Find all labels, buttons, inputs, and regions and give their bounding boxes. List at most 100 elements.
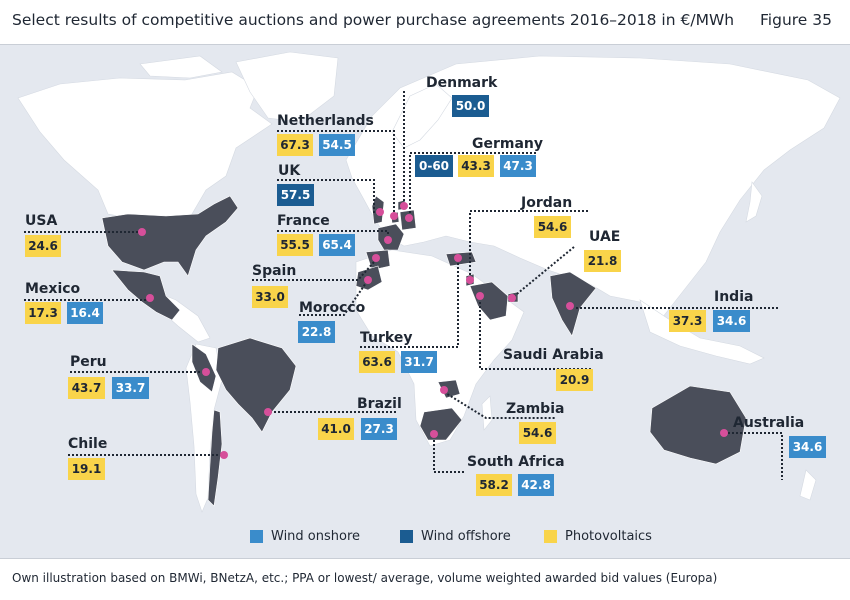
label-uk: UK (278, 163, 301, 179)
figure-title: Select results of competitive auctions a… (12, 11, 735, 29)
badge-netherlands-onshore: 54.5 (319, 134, 355, 156)
country-shape-saudi-arabia (469, 281, 509, 321)
leader-south-africa (433, 436, 466, 473)
label-zambia: Zambia (506, 401, 565, 417)
country-shape-brazil (215, 337, 297, 433)
land-masses (17, 51, 841, 513)
badge-peru-pv: 43.7 (68, 377, 105, 399)
marker-zambia (440, 386, 448, 394)
marker-brazil (264, 408, 272, 416)
location-markers (138, 202, 728, 459)
badge-jordan-pv: 54.6 (534, 216, 571, 238)
badge-spain-pv: 33.0 (252, 286, 288, 308)
badge-germany-offshore: 0-60 (415, 155, 453, 177)
figure-footer: Own illustration based on BMWi, BNetzA, … (0, 558, 850, 600)
leader-zambia (443, 391, 556, 419)
badge-mexico-onshore: 16.4 (67, 302, 103, 324)
label-australia: Australia (733, 415, 805, 431)
badge-india-onshore: 34.6 (713, 310, 750, 332)
marker-jordan (466, 276, 474, 284)
badge-south-africa-onshore: 42.8 (518, 474, 554, 496)
badge-morocco-onshore: 22.8 (298, 321, 335, 343)
label-denmark: Denmark (426, 75, 498, 91)
country-shape-chile (207, 409, 223, 507)
label-chile: Chile (68, 436, 108, 452)
label-turkey: Turkey (360, 330, 413, 346)
marker-india (566, 302, 574, 310)
badge-denmark-offshore: 50.0 (452, 95, 489, 117)
figure-number: Figure 35 (760, 11, 832, 29)
marker-france (384, 236, 392, 244)
legend-label-wind-offshore: Wind offshore (421, 529, 511, 544)
label-peru: Peru (70, 354, 107, 370)
badge-turkey-pv: 63.6 (359, 351, 395, 373)
label-spain: Spain (252, 263, 297, 279)
label-uae: UAE (589, 229, 621, 245)
leader-germany (409, 152, 536, 218)
label-saudi-arabia: Saudi Arabia (503, 347, 604, 363)
badge-south-africa-pv: 58.2 (476, 474, 512, 496)
land-canada-islands (139, 55, 223, 79)
land-madagascar (481, 395, 493, 431)
land-new-zealand (799, 469, 817, 501)
legend-swatch-wind-offshore (400, 530, 413, 543)
label-france: France (277, 213, 330, 229)
badge-mexico-pv: 17.3 (25, 302, 61, 324)
country-shape-australia (649, 385, 747, 465)
leader-morocco (299, 279, 369, 316)
marker-uk (376, 208, 384, 216)
badge-turkey-onshore: 31.7 (401, 351, 437, 373)
marker-peru (202, 368, 210, 376)
badge-peru-onshore: 33.7 (112, 377, 149, 399)
land-north-america (17, 71, 273, 229)
country-shape-france (377, 223, 405, 251)
legend-swatch-photovoltaics (544, 530, 557, 543)
marker-mexico (146, 294, 154, 302)
badge-usa-pv: 24.6 (25, 235, 61, 257)
badge-netherlands-pv: 67.3 (277, 134, 313, 156)
badge-uae-pv: 21.8 (584, 250, 621, 272)
badge-germany-pv: 43.3 (458, 155, 494, 177)
badge-chile-pv: 19.1 (68, 458, 105, 480)
marker-usa (138, 228, 146, 236)
badge-france-pv: 55.5 (277, 234, 313, 256)
leader-turkey (360, 258, 459, 348)
figure-header: Select results of competitive auctions a… (0, 0, 850, 45)
badge-uk-offshore: 57.5 (277, 184, 314, 206)
land-japan (745, 181, 763, 223)
badge-brazil-onshore: 27.3 (361, 418, 397, 440)
marker-saudi-arabia (476, 292, 484, 300)
badge-germany-onshore: 47.3 (500, 155, 536, 177)
marker-uae (508, 294, 516, 302)
badge-france-onshore: 65.4 (319, 234, 355, 256)
marker-turkey (454, 254, 462, 262)
label-jordan: Jordan (521, 195, 573, 211)
leader-australia (724, 432, 783, 480)
badge-saudi-arabia-pv: 20.9 (556, 369, 593, 391)
world-map (17, 51, 841, 513)
leader-uae (511, 246, 575, 299)
marker-denmark (400, 202, 408, 210)
marker-chile (220, 451, 228, 459)
land-greenland (235, 51, 339, 123)
label-mexico: Mexico (25, 281, 81, 297)
country-shape-mexico (111, 269, 181, 321)
label-india: India (714, 289, 754, 305)
label-netherlands: Netherlands (277, 113, 374, 129)
label-south-africa: South Africa (467, 454, 565, 470)
source-note: Own illustration based on BMWi, BNetzA, … (12, 571, 718, 585)
legend-label-photovoltaics: Photovoltaics (565, 529, 652, 544)
country-shape-south-africa (419, 407, 463, 441)
badge-australia-onshore: 34.6 (789, 436, 826, 458)
country-shape-peru (191, 343, 217, 393)
badge-brazil-pv: 41.0 (318, 418, 354, 440)
badge-zambia-pv: 54.6 (519, 422, 556, 444)
marker-morocco (364, 276, 372, 284)
leader-saudi-arabia (479, 298, 592, 370)
land-scandinavia (391, 83, 453, 149)
legend-label-wind-onshore: Wind onshore (271, 529, 361, 544)
marker-australia (720, 429, 728, 437)
badge-india-pv: 37.3 (669, 310, 706, 332)
country-shape-usa (101, 195, 239, 277)
highlighted-countries (101, 195, 747, 507)
